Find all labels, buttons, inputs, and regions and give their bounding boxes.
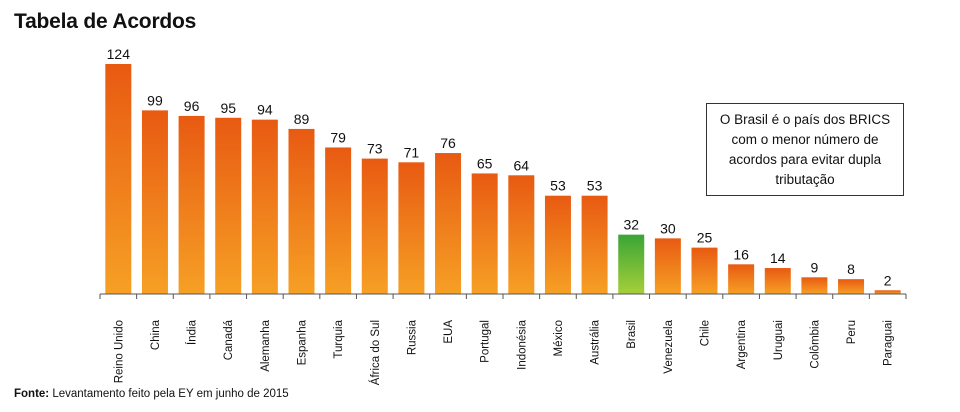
bar-paraguai [874,290,901,294]
data-label: 99 [147,92,163,108]
bar-india [178,115,205,294]
bar-china [141,110,168,294]
callout-box: O Brasil é o país dos BRICS com o menor … [706,103,904,196]
data-label: 95 [220,100,236,116]
data-label: 71 [404,144,420,160]
bar-africa-do-sul [361,158,388,294]
bar-eua [435,153,462,294]
x-tick-label: Espanha [297,319,309,365]
data-label: 73 [367,141,383,157]
x-tick-label: Venezuela [663,319,675,373]
data-label: 16 [733,246,749,262]
bar-indonesia [508,175,535,294]
x-tick-label: Argentina [736,319,748,369]
data-label: 53 [587,178,603,194]
bar-portugal [471,173,498,294]
data-label: 65 [477,155,493,171]
x-tick-label: Chile [700,320,712,346]
x-tick-label: China [150,319,162,350]
data-label: 96 [184,98,200,114]
x-tick-label: Paraguai [883,320,895,366]
data-label: 64 [514,157,530,173]
data-label: 25 [697,230,713,246]
x-tick-label: Uruguai [773,320,785,360]
bar-colombia [801,277,828,294]
x-tick-label: EUA [443,320,455,344]
data-label: 76 [440,135,456,151]
source-label: Fonte: [14,388,50,400]
bar-venezuela [654,238,681,294]
x-tick-label: Peru [846,320,858,344]
bar-canada [215,117,242,295]
bar-chile [691,247,718,294]
callout-text: O Brasil é o país dos BRICS com o menor … [719,111,891,187]
bar-mexico [544,195,571,294]
chart-title: Tabela de Acordos [14,10,197,33]
x-tick-label: Turquia [333,319,345,358]
source-text: Levantamento feito pela EY em junho de 2… [52,388,289,400]
bar-russia [398,162,425,294]
data-label: 32 [623,217,639,233]
bar-brasil [618,234,645,294]
data-label: 53 [550,178,566,194]
data-label: 94 [257,102,273,118]
source-note: Fonte: Levantamento feito pela EY em jun… [14,388,289,400]
bar-alemanha [251,119,278,294]
bar-uruguai [764,268,791,294]
x-tick-label: Austrália [590,319,602,364]
data-label: 14 [770,250,786,266]
x-tick-label: Portugal [480,320,492,363]
x-tick-label: Russia [406,319,418,355]
x-tick-label: Alemanha [260,319,272,371]
x-tick-label: África do Sul [369,320,382,385]
bar-turquia [325,147,352,294]
x-tick-label: Indonésia [516,319,528,369]
data-label: 2 [884,272,892,288]
data-label: 79 [330,129,346,145]
bar-argentina [728,264,755,294]
data-label: 124 [107,46,131,62]
data-label: 30 [660,220,676,236]
data-label: 89 [294,111,310,127]
bar-espanha [288,128,315,294]
bar-australia [581,195,608,294]
data-label: 9 [811,259,819,275]
x-tick-label: Colômbia [809,319,821,368]
x-tick-label: México [553,320,565,356]
x-tick-label: Índia [186,319,199,345]
x-tick-label: Brasil [626,320,638,349]
bar-reino-unido [105,64,132,294]
x-tick-label: Reino Unido [113,320,125,383]
x-tick-label: Canadá [223,319,235,360]
bar-peru [838,279,865,294]
data-label: 8 [847,261,855,277]
